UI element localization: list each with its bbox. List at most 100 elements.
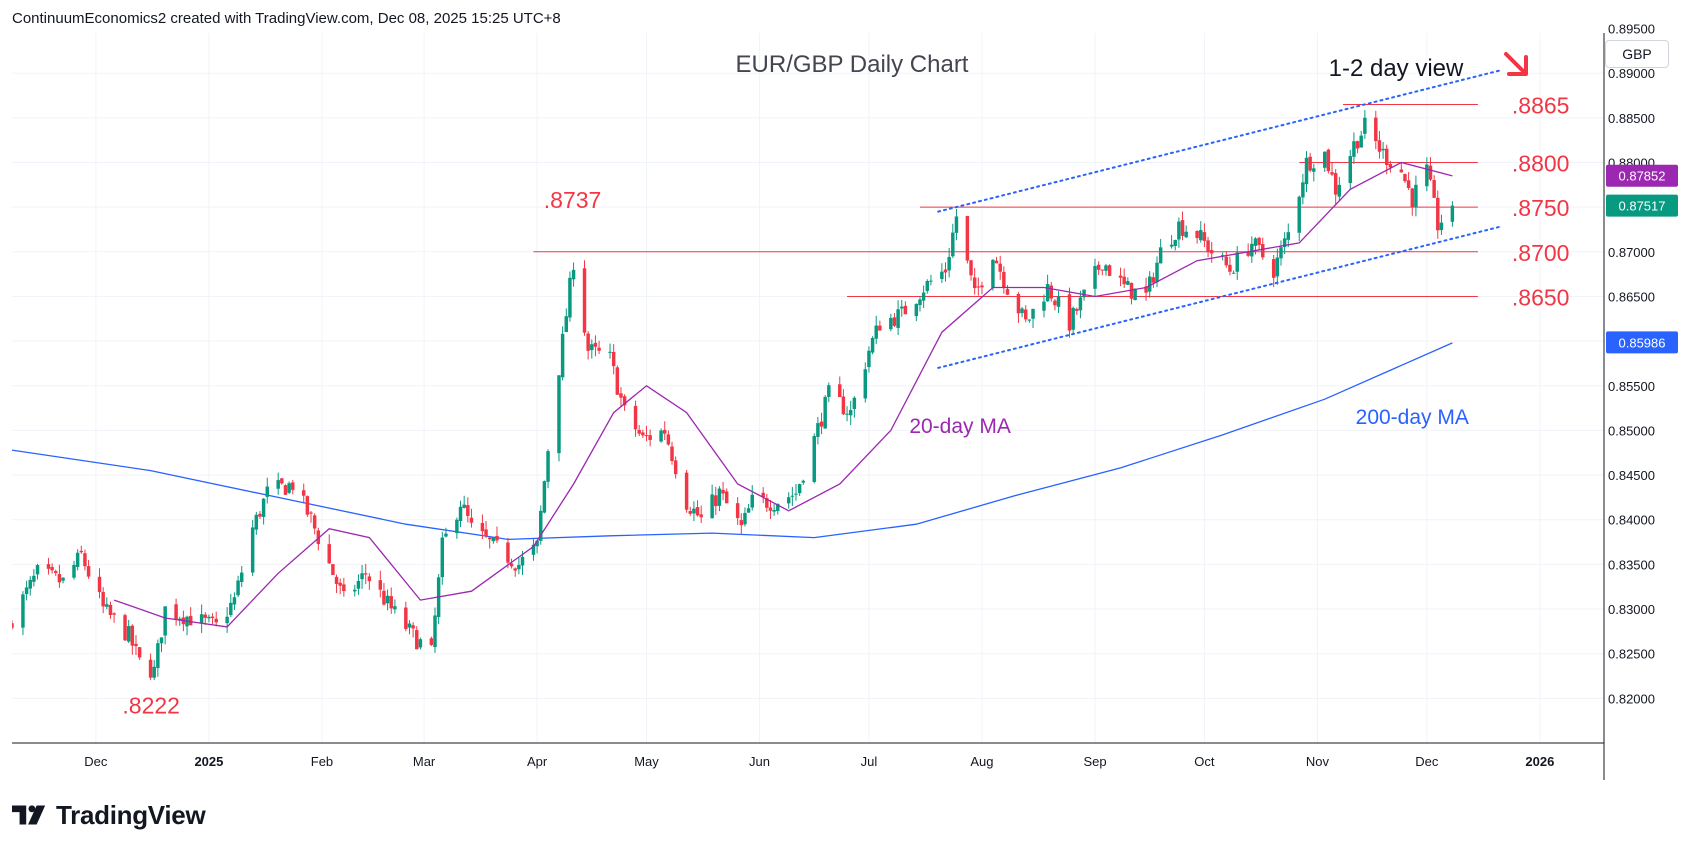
candle-body bbox=[1231, 272, 1236, 274]
candle bbox=[495, 526, 499, 544]
candle-body bbox=[1326, 149, 1331, 172]
x-tick-label: Dec bbox=[1415, 754, 1439, 769]
candle bbox=[765, 493, 769, 513]
candle-body bbox=[338, 582, 342, 586]
candle-body bbox=[951, 232, 955, 257]
candle bbox=[611, 344, 616, 375]
candle bbox=[287, 481, 291, 495]
candle bbox=[1184, 225, 1188, 239]
candle bbox=[841, 389, 846, 416]
candle-body bbox=[641, 432, 645, 436]
candle bbox=[134, 635, 138, 656]
candle-body bbox=[998, 263, 1002, 272]
candle bbox=[130, 624, 135, 655]
candle bbox=[1133, 288, 1137, 301]
candle-body bbox=[199, 614, 204, 624]
candle-body bbox=[1169, 244, 1174, 247]
candle-body bbox=[1056, 296, 1061, 307]
candle-body bbox=[32, 575, 36, 582]
candle bbox=[710, 484, 714, 519]
candle bbox=[1410, 187, 1414, 216]
candle bbox=[305, 495, 310, 517]
candle bbox=[1337, 176, 1342, 201]
candle-body bbox=[174, 604, 178, 619]
candle bbox=[670, 441, 674, 465]
candle bbox=[827, 382, 831, 403]
candle-body bbox=[513, 568, 517, 571]
tradingview-logo-text: TradingView bbox=[56, 799, 206, 830]
candle-body bbox=[283, 485, 288, 495]
candle-body bbox=[1049, 285, 1053, 299]
candle-body bbox=[1107, 265, 1112, 276]
candle bbox=[688, 506, 692, 516]
candle bbox=[393, 599, 397, 614]
candle bbox=[1253, 237, 1258, 255]
candle-body bbox=[670, 446, 674, 462]
candle bbox=[1304, 151, 1309, 193]
candle-body bbox=[1428, 165, 1433, 180]
candle-body bbox=[739, 520, 744, 526]
candle-body bbox=[1075, 308, 1079, 311]
candle bbox=[801, 479, 806, 485]
candle bbox=[539, 505, 543, 545]
candle-body bbox=[491, 537, 496, 542]
candle-body bbox=[506, 542, 510, 563]
candle bbox=[940, 263, 944, 283]
candle-body bbox=[487, 537, 492, 540]
candle bbox=[870, 336, 875, 355]
candle-body bbox=[1053, 300, 1057, 306]
candle-body bbox=[1126, 281, 1130, 285]
candle-body bbox=[415, 630, 419, 650]
candle-body bbox=[560, 333, 565, 378]
candle-body bbox=[940, 271, 944, 279]
candle-body bbox=[1257, 237, 1261, 246]
candle bbox=[513, 567, 517, 577]
candle bbox=[480, 514, 485, 540]
candle-body bbox=[568, 277, 572, 318]
candle bbox=[597, 340, 601, 354]
candle-body bbox=[444, 533, 448, 537]
candle-body bbox=[1308, 156, 1312, 171]
candle-body bbox=[972, 277, 977, 289]
candle-body bbox=[531, 544, 536, 555]
candle bbox=[83, 549, 87, 571]
price-badge-text: 0.85986 bbox=[1619, 335, 1666, 350]
candle-body bbox=[79, 550, 84, 553]
candle bbox=[1308, 152, 1312, 173]
candle-body bbox=[229, 602, 233, 616]
candle bbox=[786, 492, 791, 509]
candle bbox=[50, 563, 54, 574]
candle-body bbox=[914, 303, 919, 317]
candle bbox=[1042, 294, 1046, 318]
candle bbox=[1151, 272, 1156, 288]
candle-body bbox=[54, 571, 58, 574]
candle-body bbox=[633, 405, 638, 430]
candle-body bbox=[411, 625, 415, 629]
candle-body bbox=[735, 503, 740, 519]
candle-body bbox=[648, 435, 652, 440]
candle bbox=[378, 570, 383, 598]
currency-button[interactable]: GBP bbox=[1605, 40, 1669, 68]
candle bbox=[1428, 157, 1433, 182]
candle-body bbox=[75, 552, 80, 567]
candle bbox=[517, 557, 521, 575]
candle-body bbox=[130, 625, 135, 646]
candle bbox=[156, 639, 160, 677]
candle-body bbox=[852, 397, 857, 409]
candle-body bbox=[1348, 156, 1353, 184]
candle bbox=[436, 574, 441, 625]
candle-body bbox=[389, 596, 393, 609]
candle-body bbox=[123, 615, 127, 641]
candle-body bbox=[429, 638, 434, 645]
candle bbox=[291, 480, 295, 495]
price-badge: 0.87852 bbox=[1606, 164, 1678, 187]
tradingview-logo[interactable]: TradingView bbox=[12, 798, 206, 832]
candle bbox=[699, 505, 703, 523]
candle-body bbox=[699, 514, 703, 518]
candle bbox=[1067, 287, 1072, 338]
candle bbox=[469, 508, 474, 528]
candle-body bbox=[1363, 117, 1367, 134]
candle-body bbox=[991, 259, 995, 288]
candle-body bbox=[21, 594, 25, 628]
